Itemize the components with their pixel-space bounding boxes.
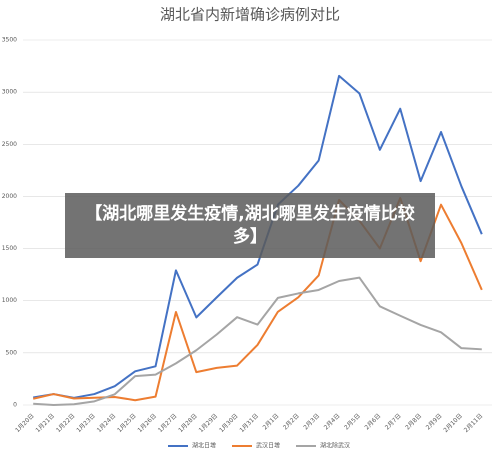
x-tick-label: 1月25日 — [116, 413, 138, 435]
y-tick-label: 3000 — [2, 89, 17, 96]
y-tick-label: 500 — [6, 349, 18, 356]
x-tick-label: 1月20日 — [14, 413, 36, 435]
y-tick-label: 1000 — [2, 297, 17, 304]
x-tick-label: 2月4日 — [323, 413, 342, 432]
x-tick-label: 1月27日 — [157, 413, 179, 435]
legend-label: 湖北除武汉 — [320, 442, 350, 450]
legend-label: 湖北日增 — [192, 442, 216, 450]
x-tick-label: 2月5日 — [343, 413, 362, 432]
x-tick-label: 1月26日 — [136, 413, 158, 435]
x-tick-label: 2月8日 — [404, 413, 423, 432]
x-tick-label: 1月30日 — [218, 413, 240, 435]
y-tick-label: 0 — [13, 402, 17, 409]
legend-label: 武汉日增 — [256, 442, 280, 450]
x-tick-label: 1月23日 — [75, 413, 97, 435]
y-tick-label: 1500 — [2, 245, 17, 252]
y-tick-label: 2500 — [2, 141, 17, 148]
x-tick-label: 1月31日 — [238, 413, 260, 435]
x-tick-label: 2月11日 — [463, 413, 485, 435]
x-tick-label: 2月3日 — [302, 413, 321, 432]
chart-title: 湖北省内新增确诊病例对比 — [160, 6, 340, 24]
x-tick-label: 2月1日 — [262, 413, 281, 432]
x-tick-label: 1月28日 — [177, 413, 199, 435]
x-tick-label: 2月9日 — [425, 413, 444, 432]
banner: 【湖北哪里发生疫情,湖北哪里发生疫情比较多】 — [65, 193, 435, 258]
y-tick-label: 2000 — [2, 193, 17, 200]
x-tick-label: 2月2日 — [282, 413, 301, 432]
x-tick-label: 2月10日 — [442, 413, 464, 435]
x-tick-label: 2月6日 — [363, 413, 382, 432]
x-tick-label: 1月22日 — [55, 413, 77, 435]
series-line — [33, 74, 483, 399]
x-tick-label: 1月24日 — [96, 413, 118, 435]
x-tick-label: 2月7日 — [384, 413, 403, 432]
x-tick-label: 1月21日 — [35, 413, 57, 435]
y-tick-label: 3500 — [2, 37, 17, 44]
series-line — [33, 276, 482, 406]
x-tick-label: 1月29日 — [198, 413, 220, 435]
